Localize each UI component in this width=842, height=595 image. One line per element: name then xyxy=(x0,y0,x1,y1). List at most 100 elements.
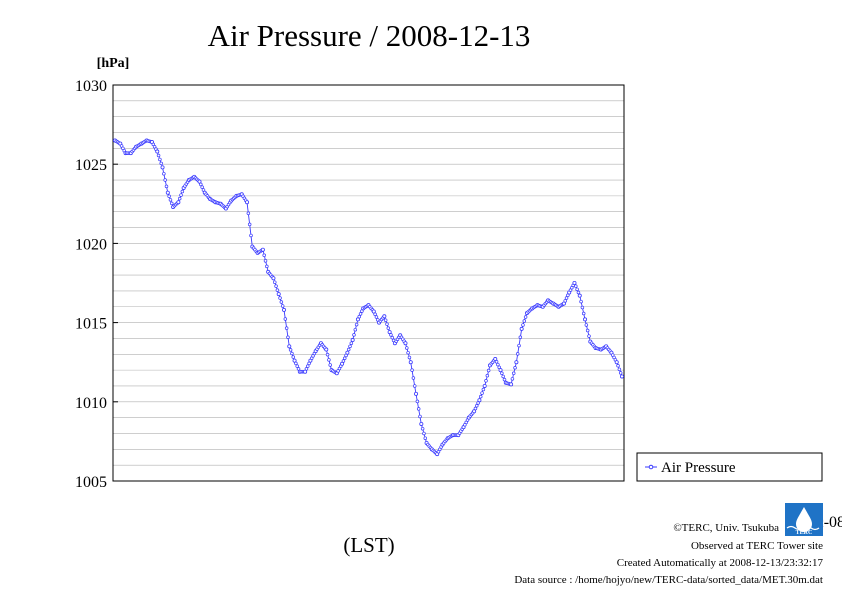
logo-text: TERC xyxy=(796,530,813,536)
data-point xyxy=(294,361,298,366)
data-point xyxy=(159,161,163,166)
data-point xyxy=(572,280,577,285)
data-point xyxy=(515,352,520,356)
data-point xyxy=(279,300,284,304)
series-line xyxy=(114,139,623,455)
data-point xyxy=(406,350,410,355)
data-point xyxy=(579,299,583,304)
data-point xyxy=(480,391,484,395)
data-point xyxy=(290,351,294,356)
data-point xyxy=(200,185,204,189)
data-point xyxy=(408,360,413,365)
data-point xyxy=(165,190,170,195)
data-point xyxy=(340,361,345,366)
wave-icon xyxy=(786,525,820,531)
data-point xyxy=(168,198,173,202)
data-point xyxy=(523,315,528,319)
data-point xyxy=(167,194,171,199)
legend: Air Pressure xyxy=(636,452,823,482)
data-point xyxy=(485,373,490,378)
data-point xyxy=(501,374,505,379)
data-point xyxy=(342,356,347,360)
data-point xyxy=(493,357,498,362)
data-point xyxy=(350,338,355,343)
data-point xyxy=(412,384,417,388)
data-point xyxy=(357,314,362,319)
data-point xyxy=(584,323,589,327)
data-point xyxy=(303,369,308,374)
data-point xyxy=(273,280,277,284)
data-point xyxy=(164,184,169,189)
data-point xyxy=(176,200,181,205)
data-point xyxy=(498,368,503,373)
data-point xyxy=(423,436,428,440)
data-point xyxy=(158,157,162,162)
data-point xyxy=(420,426,425,431)
data-point xyxy=(494,360,499,364)
data-point xyxy=(352,333,356,337)
data-point xyxy=(275,288,280,292)
x-axis-label: (LST) xyxy=(343,533,394,557)
data-point xyxy=(281,307,286,312)
data-point xyxy=(500,371,504,376)
chart-title: Air Pressure / 2008-12-13 xyxy=(208,18,531,53)
data-point xyxy=(390,335,395,340)
data-point xyxy=(510,377,515,381)
data-point xyxy=(410,368,414,372)
data-point xyxy=(247,222,252,227)
data-point xyxy=(160,165,165,170)
data-point xyxy=(274,284,278,288)
data-point xyxy=(306,364,310,368)
data-point xyxy=(358,312,363,316)
data-point xyxy=(575,287,579,292)
data-point xyxy=(292,358,297,363)
data-point xyxy=(482,383,487,388)
data-point xyxy=(581,311,586,316)
data-point xyxy=(511,371,516,376)
data-point xyxy=(197,179,202,184)
data-point xyxy=(411,376,416,380)
data-point xyxy=(354,322,359,327)
data-point xyxy=(561,301,566,306)
data-point xyxy=(481,387,486,392)
data-point xyxy=(519,326,524,331)
data-point xyxy=(288,348,293,352)
y-tick-label: 1025 xyxy=(75,157,107,174)
data-point xyxy=(355,317,360,322)
plot-frame xyxy=(112,84,625,482)
data-point xyxy=(280,304,285,308)
y-tick-label: 1005 xyxy=(75,474,107,491)
data-point xyxy=(387,330,392,335)
data-point xyxy=(162,171,166,176)
data-point xyxy=(382,314,387,319)
data-point xyxy=(509,382,514,387)
data-point xyxy=(286,335,290,340)
data-point xyxy=(271,276,276,281)
data-point xyxy=(617,367,622,372)
y-axis: 1005 1010 1015 1020 1025 1030 xyxy=(75,78,118,491)
data-point xyxy=(349,341,354,345)
data-point xyxy=(407,355,412,360)
data-point xyxy=(260,247,265,252)
data-point xyxy=(422,431,426,436)
data-point xyxy=(245,200,250,205)
data-point xyxy=(374,315,379,319)
data-point xyxy=(327,358,331,362)
data-point xyxy=(477,398,482,403)
data-point xyxy=(179,193,183,197)
data-point xyxy=(564,296,569,300)
data-point xyxy=(263,259,268,263)
credit-copyright: ©TERC, Univ. Tsukuba xyxy=(673,522,779,534)
data-point xyxy=(278,296,282,300)
terc-logo: TERC xyxy=(785,503,823,536)
data-point xyxy=(345,350,350,355)
data-point xyxy=(324,347,329,352)
data-point xyxy=(587,334,591,338)
data-point xyxy=(478,394,483,399)
data-point xyxy=(475,404,479,408)
data-point xyxy=(418,414,422,419)
data-point xyxy=(518,335,523,340)
data-point xyxy=(521,323,525,327)
data-point xyxy=(472,409,477,414)
